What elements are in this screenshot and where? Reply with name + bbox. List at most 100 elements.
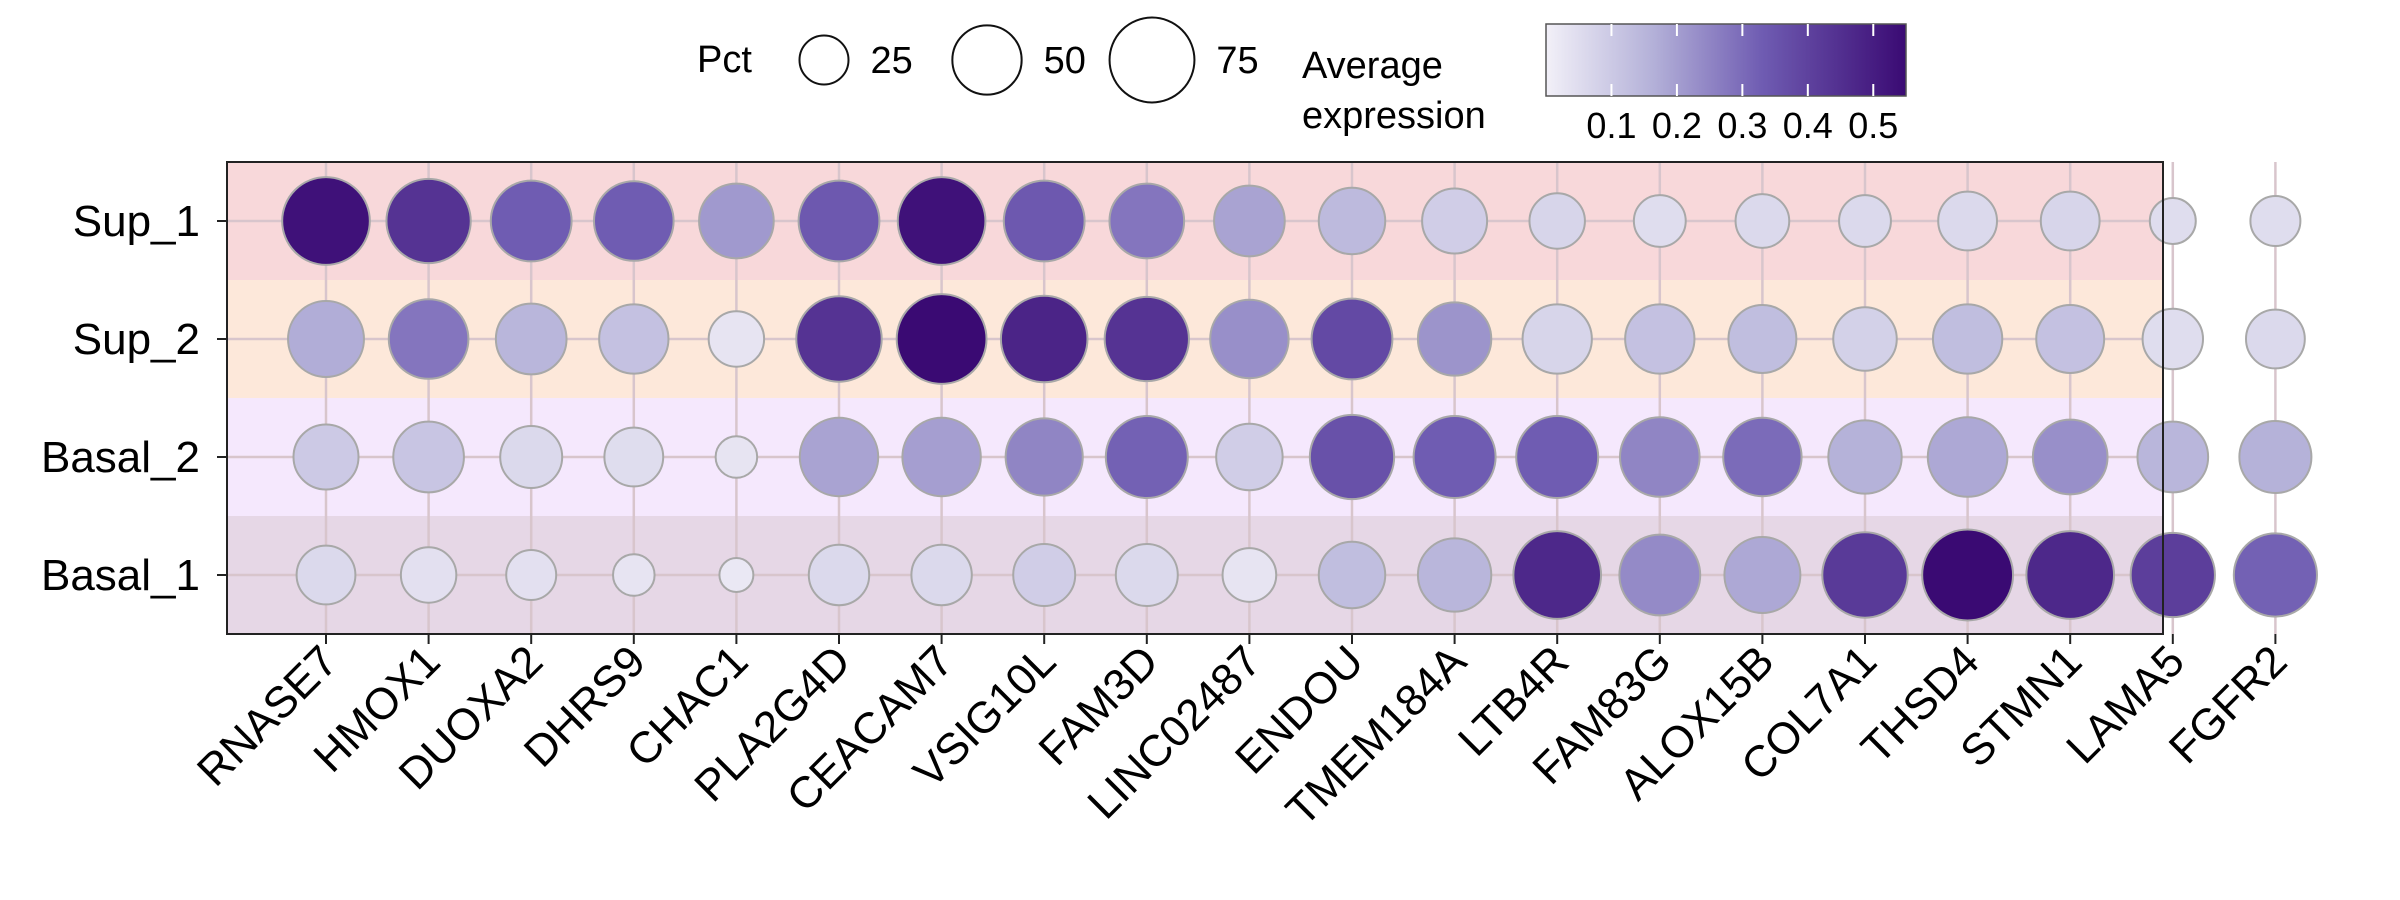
dot-sup_1-tmem184a	[1421, 187, 1489, 255]
dot-basal_1-fam3d	[1114, 543, 1179, 607]
size-legend-label-25: 25	[871, 40, 913, 82]
dot-sup_1-fgfr2	[2249, 195, 2302, 247]
dot-basal_2-endou	[1308, 413, 1396, 501]
dot-sup_1-dhrs9	[592, 180, 675, 262]
dot-sup_1-stmn1	[2039, 190, 2101, 252]
dot-basal_1-ltb4r	[1512, 530, 1603, 620]
color-legend-tick-label: 0.3	[1717, 105, 1767, 146]
dot-sup_1-alox15b	[1734, 193, 1791, 249]
dot-basal_2-col7a1	[1827, 419, 1903, 495]
color-legend-title-line2: expression	[1302, 95, 1486, 137]
dot-basal_1-hmox1	[399, 546, 458, 604]
dot-basal_2-alox15b	[1722, 416, 1803, 498]
dot-sup_2-chac1	[707, 310, 766, 368]
dot-sup_2-fam3d	[1103, 295, 1190, 383]
dot-basal_1-dhrs9	[612, 553, 656, 597]
y-tick-label-sup_1: Sup_1	[73, 197, 200, 246]
dot-sup_2-alox15b	[1727, 304, 1798, 374]
dot-sup_2-rnase7	[287, 300, 365, 378]
dot-sup_2-stmn1	[2035, 304, 2106, 374]
dot-sup_1-duoxa2	[489, 179, 573, 263]
dot-sup_2-endou	[1310, 297, 1394, 381]
dot-sup_1-lama5	[2148, 197, 2197, 245]
dot-sup_1-linc02487	[1213, 184, 1286, 258]
dot-basal_2-stmn1	[2031, 418, 2109, 496]
dot-sup_2-duoxa2	[494, 302, 568, 376]
dot-basal_1-col7a1	[1821, 531, 1909, 619]
dot-sup_1-pla2g4d	[797, 179, 881, 263]
dot-basal_1-fgfr2	[2232, 532, 2318, 618]
dot-basal_1-pla2g4d	[807, 543, 871, 607]
dot-basal_1-vsig10l	[1012, 543, 1077, 607]
color-legend-tick-label: 0.1	[1586, 105, 1636, 146]
dot-sup_1-vsig10l	[1002, 179, 1086, 263]
dot-basal_1-ceacam7	[910, 543, 973, 607]
dot-sup_2-ltb4r	[1521, 303, 1593, 375]
dot-sup_1-ceacam7	[896, 176, 987, 266]
dot-sup_2-lama5	[2141, 307, 2205, 371]
color-legend-tick-label: 0.4	[1783, 105, 1833, 146]
dot-basal_2-rnase7	[292, 423, 360, 491]
dot-basal_2-linc02487	[1215, 422, 1284, 492]
dot-sup_2-ceacam7	[895, 293, 988, 385]
dot-basal_2-duoxa2	[499, 425, 564, 489]
dot-basal_1-fam83g	[1618, 533, 1702, 617]
dot-sup_2-linc02487	[1209, 298, 1290, 380]
dot-basal_1-chac1	[718, 557, 755, 593]
color-legend-tick-label: 0.5	[1848, 105, 1898, 146]
dot-basal_2-hmox1	[392, 420, 465, 494]
x-axis: RNASE7HMOX1DUOXA2DHRS9CHAC1PLA2G4DCEACAM…	[188, 634, 2297, 835]
dot-basal_1-lama5	[2129, 531, 2216, 619]
dot-sup_1-rnase7	[281, 176, 371, 266]
dot-basal_1-rnase7	[295, 544, 357, 606]
dot-sup_1-fam3d	[1108, 182, 1186, 260]
size-legend-circle-50	[951, 24, 1023, 96]
dot-sup_2-fam83g	[1624, 303, 1696, 375]
dot-sup_1-thsd4	[1937, 190, 1998, 252]
dot-sup_2-pla2g4d	[795, 295, 883, 383]
dot-basal_2-dhrs9	[603, 426, 665, 488]
size-legend-label-75: 75	[1216, 40, 1258, 82]
dot-basal_1-thsd4	[1921, 528, 2015, 622]
dot-sup_1-ltb4r	[1528, 192, 1586, 250]
dot-basal_2-vsig10l	[1004, 417, 1084, 497]
dot-sup_1-endou	[1317, 186, 1387, 256]
panel-border	[226, 161, 2164, 635]
size-legend: Pct	[697, 39, 752, 81]
dot-sup_2-thsd4	[1931, 303, 2004, 375]
dot-sup_1-col7a1	[1838, 194, 1892, 248]
dots	[281, 176, 2318, 622]
color-legend-tick-label: 0.2	[1652, 105, 1702, 146]
dot-basal_1-endou	[1317, 540, 1387, 610]
dot-basal_1-tmem184a	[1416, 537, 1493, 613]
y-axis: Sup_1 Sup_2 Basal_2 Basal_1	[41, 197, 227, 600]
dot-basal_2-ceacam7	[901, 416, 982, 498]
size-legend-title: Pct	[697, 39, 752, 81]
dot-basal_2-chac1	[714, 435, 759, 479]
dot-basal_2-tmem184a	[1412, 415, 1497, 499]
x-tick-label-rnase7: RNASE7	[188, 636, 347, 795]
dot-sup_2-fgfr2	[2245, 308, 2306, 370]
color-legend-ticks: 0.1 0.2 0.3 0.4 0.5	[1586, 24, 1898, 146]
dot-basal_2-thsd4	[1926, 416, 2009, 498]
size-legend-circle-75	[1108, 16, 1196, 104]
dot-basal_2-lama5	[2136, 420, 2210, 494]
dot-sup_2-hmox1	[387, 298, 470, 380]
y-tick-label-basal_1: Basal_1	[41, 551, 200, 600]
dot-sup_2-dhrs9	[598, 303, 670, 375]
dot-basal_2-pla2g4d	[798, 416, 880, 498]
size-legend-label-50: 50	[1044, 40, 1086, 82]
dot-sup_2-tmem184a	[1416, 301, 1493, 377]
dot-basal_1-linc02487	[1221, 547, 1278, 603]
x-tick-label-fgfr2: FGFR2	[2160, 636, 2297, 773]
size-legend-circle-25	[798, 34, 850, 86]
dot-sup_1-hmox1	[385, 177, 472, 265]
dot-sup_1-fam83g	[1632, 194, 1687, 248]
y-tick-label-basal_2: Basal_2	[41, 433, 200, 482]
color-legend: Average expression	[1302, 23, 1907, 137]
dot-basal_2-fam83g	[1618, 416, 1701, 498]
dot-sup_2-vsig10l	[999, 294, 1089, 384]
y-tick-label-sup_2: Sup_2	[73, 315, 200, 364]
dot-basal_2-fgfr2	[2238, 419, 2313, 495]
